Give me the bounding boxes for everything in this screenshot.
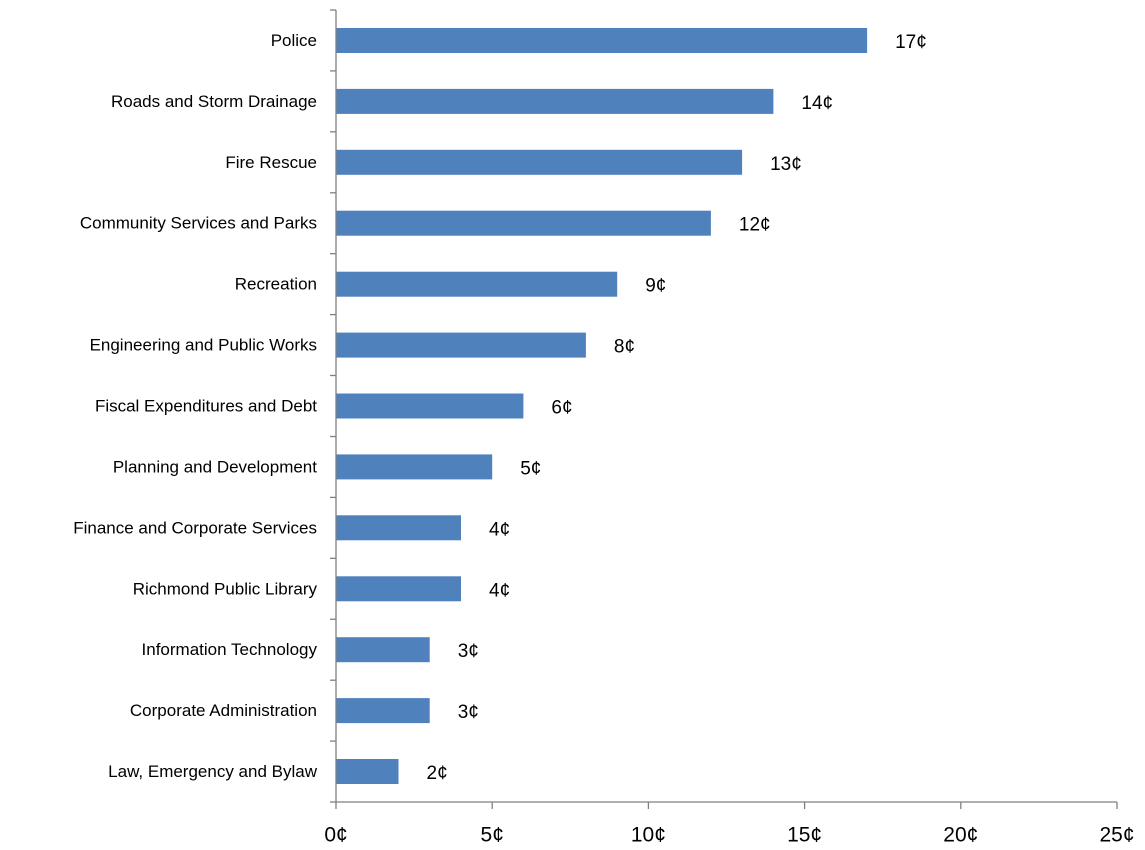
category-label-0: Police	[271, 31, 317, 50]
data-label-4: 9¢	[645, 276, 666, 297]
bar-8	[336, 515, 461, 541]
bar-0	[336, 28, 868, 53]
category-label-1: Roads and Storm Drainage	[111, 92, 317, 111]
category-label-6: Fiscal Expenditures and Debt	[95, 397, 317, 416]
bars-group	[336, 28, 868, 784]
category-label-9: Richmond Public Library	[133, 579, 318, 598]
category-label-3: Community Services and Parks	[80, 214, 317, 233]
x-tick-label-5: 25¢	[1099, 824, 1134, 847]
category-label-10: Information Technology	[142, 640, 318, 659]
bar-7	[336, 454, 493, 480]
data-label-12: 2¢	[427, 763, 448, 784]
category-label-2: Fire Rescue	[225, 153, 317, 172]
x-tick-labels-group: 0¢ 5¢ 10¢ 15¢ 20¢ 25¢	[324, 824, 1134, 847]
axes-group	[330, 9, 1118, 809]
bar-10	[336, 637, 430, 663]
category-label-5: Engineering and Public Works	[90, 336, 317, 355]
x-tick-label-0: 0¢	[324, 824, 347, 847]
bar-6	[336, 393, 524, 419]
data-label-8: 4¢	[489, 519, 510, 540]
category-labels-group: Police Roads and Storm Drainage Fire Rescu…	[73, 31, 318, 781]
category-label-4: Recreation	[235, 275, 317, 294]
bar-12	[336, 759, 399, 784]
category-label-7: Planning and Development	[113, 457, 317, 476]
category-label-8: Finance and Corporate Services	[73, 518, 317, 537]
x-tick-label-2: 10¢	[631, 824, 666, 847]
bar-4	[336, 271, 618, 297]
data-label-9: 4¢	[489, 580, 510, 601]
bar-2	[336, 149, 743, 175]
x-tick-label-3: 15¢	[787, 824, 822, 847]
data-label-3: 12¢	[739, 215, 771, 236]
category-label-12: Law, Emergency and Bylaw	[108, 762, 318, 781]
x-tick-label-4: 20¢	[943, 824, 978, 847]
data-label-7: 5¢	[520, 458, 541, 479]
bar-3	[336, 210, 711, 236]
data-label-0: 17¢	[895, 32, 927, 53]
category-label-11: Corporate Administration	[130, 701, 317, 720]
x-tick-label-1: 5¢	[481, 824, 504, 847]
bar-9	[336, 576, 461, 602]
data-label-6: 6¢	[551, 398, 572, 419]
data-label-5: 8¢	[614, 337, 635, 358]
data-label-11: 3¢	[458, 702, 479, 723]
bar-11	[336, 698, 430, 724]
bar-5	[336, 332, 586, 358]
data-labels-group: 17¢ 14¢ 13¢ 12¢ 9¢ 8¢ 6¢ 5¢ 4¢ 4¢ 3¢ 3¢ 2¢	[427, 32, 927, 784]
data-label-2: 13¢	[770, 154, 802, 175]
data-label-1: 14¢	[801, 93, 833, 114]
bar-1	[336, 88, 774, 114]
data-label-10: 3¢	[458, 641, 479, 662]
